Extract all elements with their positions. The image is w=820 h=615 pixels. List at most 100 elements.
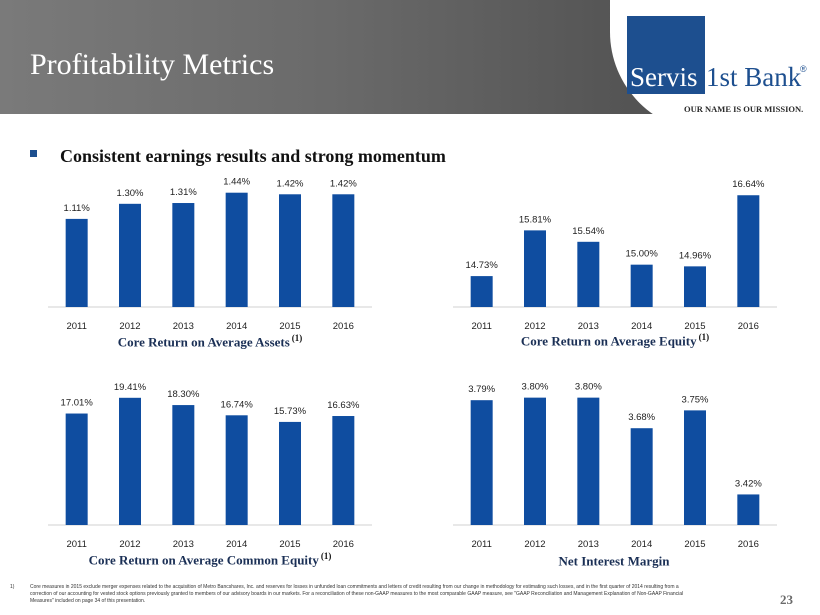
x-tick-label-2012: 2012 (524, 321, 545, 332)
bar-2011 (65, 218, 88, 307)
data-label-2011: 14.73% (466, 260, 499, 271)
data-label-2011: 17.01% (61, 398, 94, 409)
bar-2011 (470, 276, 493, 307)
data-label-2011: 1.11% (64, 203, 91, 214)
data-label-2012: 3.80% (522, 382, 549, 393)
x-tick-label-2014: 2014 (631, 321, 652, 332)
x-tick-label-2014: 2014 (226, 321, 247, 332)
chart-title-note: (1) (698, 332, 710, 342)
x-tick-label-2013: 2013 (173, 321, 194, 332)
bullet-square-icon (30, 150, 37, 157)
x-tick-label-2014: 2014 (226, 539, 247, 550)
data-label-2013: 1.31% (170, 187, 197, 198)
chart-title-note: (1) (320, 551, 332, 561)
x-tick-label-2012: 2012 (119, 539, 140, 550)
logo-tagline: OUR NAME IS OUR MISSION. (684, 104, 804, 114)
logo-bank-text: 1st Bank (706, 62, 802, 92)
x-tick-label-2016: 2016 (738, 539, 759, 550)
bar-2016 (737, 494, 760, 525)
x-tick-label-2013: 2013 (578, 321, 599, 332)
footnote-marker: 1) (10, 584, 15, 590)
bar-2013 (172, 203, 195, 307)
data-label-2013: 3.80% (575, 382, 602, 393)
x-tick-label-2013: 2013 (578, 539, 599, 550)
data-label-2014: 3.68% (628, 412, 655, 423)
logo-registered-mark: ® (800, 64, 807, 74)
page-number: 23 (780, 592, 793, 607)
data-label-2016: 16.64% (732, 179, 765, 190)
chart-title: Core Return on Average Assets (1) (40, 333, 380, 350)
x-tick-label-2015: 2015 (279, 321, 300, 332)
chart-title-text: Core Return on Average Common Equity (88, 552, 319, 568)
chart-title: Core Return on Average Equity (1) (445, 332, 785, 349)
x-tick-label-2013: 2013 (173, 539, 194, 550)
bar-2012 (119, 397, 141, 525)
x-tick-label-2016: 2016 (333, 321, 354, 332)
x-tick-label-2016: 2016 (738, 321, 759, 332)
x-tick-label-2015: 2015 (684, 321, 705, 332)
data-label-2016: 1.42% (330, 178, 357, 189)
bar-2014 (225, 415, 248, 525)
chart-core-roaa: 1.11% 2011 1.30% 2012 1.31% 2013 1.44% 2014 1.42… (40, 170, 380, 350)
chart-core-roae-svg: 14.73% 2011 15.81% 2012 15.54% 2013 15.00% 2014… (453, 179, 777, 332)
x-tick-label-2012: 2012 (119, 321, 140, 332)
x-tick-label-2012: 2012 (524, 539, 545, 550)
chart-core-roaa-svg: 1.11% 2011 1.30% 2012 1.31% 2013 1.44% 2014 1.42… (48, 177, 372, 332)
data-label-2013: 15.54% (572, 226, 605, 237)
bar-2011 (470, 400, 493, 525)
bar-2012 (524, 397, 546, 525)
bullet-text: Consistent earnings results and strong m… (60, 146, 446, 166)
bar-2015 (684, 410, 706, 525)
data-label-2014: 15.00% (626, 249, 659, 260)
bar-2015 (279, 194, 301, 307)
bar-2016 (332, 416, 355, 525)
x-tick-label-2011: 2011 (66, 321, 86, 332)
bar-2014 (630, 264, 653, 307)
data-label-2011: 3.79% (468, 384, 495, 395)
x-tick-label-2011: 2011 (471, 321, 491, 332)
x-tick-label-2015: 2015 (279, 539, 300, 550)
data-label-2015: 15.73% (274, 406, 307, 417)
chart-title-note: (1) (291, 333, 303, 343)
data-label-2016: 3.42% (735, 478, 762, 489)
footnote-text: Core measures in 2015 exclude merger exp… (30, 584, 684, 604)
chart-title-text: Net Interest Margin (558, 553, 670, 569)
chart-title: Core Return on Average Common Equity (1) (40, 551, 380, 568)
chart-core-roace-svg: 17.01% 2011 19.41% 2012 18.30% 2013 16.74% 2014… (48, 382, 372, 550)
chart-net-interest-margin: 3.79% 2011 3.80% 2012 3.80% 2013 3.68% 2014 3.75… (445, 380, 785, 570)
x-tick-label-2011: 2011 (66, 539, 86, 550)
bar-2011 (65, 413, 88, 525)
bar-2014 (225, 192, 248, 307)
data-label-2015: 1.42% (277, 178, 304, 189)
logo-box (627, 16, 705, 94)
data-label-2013: 18.30% (167, 389, 200, 400)
bar-2013 (172, 405, 195, 525)
data-label-2014: 16.74% (221, 399, 254, 410)
chart-title: Net Interest Margin (445, 552, 785, 569)
x-tick-label-2011: 2011 (471, 539, 491, 550)
bar-2014 (630, 428, 653, 525)
x-tick-label-2014: 2014 (631, 539, 652, 550)
bar-2015 (684, 266, 706, 307)
data-label-2016: 16.63% (327, 400, 360, 411)
bar-2012 (524, 230, 546, 307)
data-label-2015: 14.96% (679, 250, 712, 261)
page-title: Profitability Metrics (30, 48, 275, 81)
data-label-2014: 1.44% (223, 177, 250, 188)
data-label-2012: 1.30% (117, 188, 144, 199)
chart-net-interest-margin-svg: 3.79% 2011 3.80% 2012 3.80% 2013 3.68% 2014 3.75… (453, 382, 777, 550)
chart-core-roace: 17.01% 2011 19.41% 2012 18.30% 2013 16.74% 2014… (40, 380, 380, 570)
bar-2012 (119, 203, 141, 307)
chart-title-text: Core Return on Average Equity (520, 333, 697, 349)
data-label-2012: 15.81% (519, 214, 552, 225)
chart-core-roae: 14.73% 2011 15.81% 2012 15.54% 2013 15.00% 2014… (445, 170, 785, 350)
bar-2013 (577, 397, 600, 525)
data-label-2015: 3.75% (682, 394, 709, 405)
bar-2013 (577, 241, 600, 307)
data-label-2012: 19.41% (114, 382, 147, 393)
bar-2016 (332, 194, 355, 307)
x-tick-label-2015: 2015 (684, 539, 705, 550)
logo-servis-text: Servis (630, 62, 698, 92)
bar-2016 (737, 195, 760, 307)
bar-2015 (279, 421, 301, 525)
